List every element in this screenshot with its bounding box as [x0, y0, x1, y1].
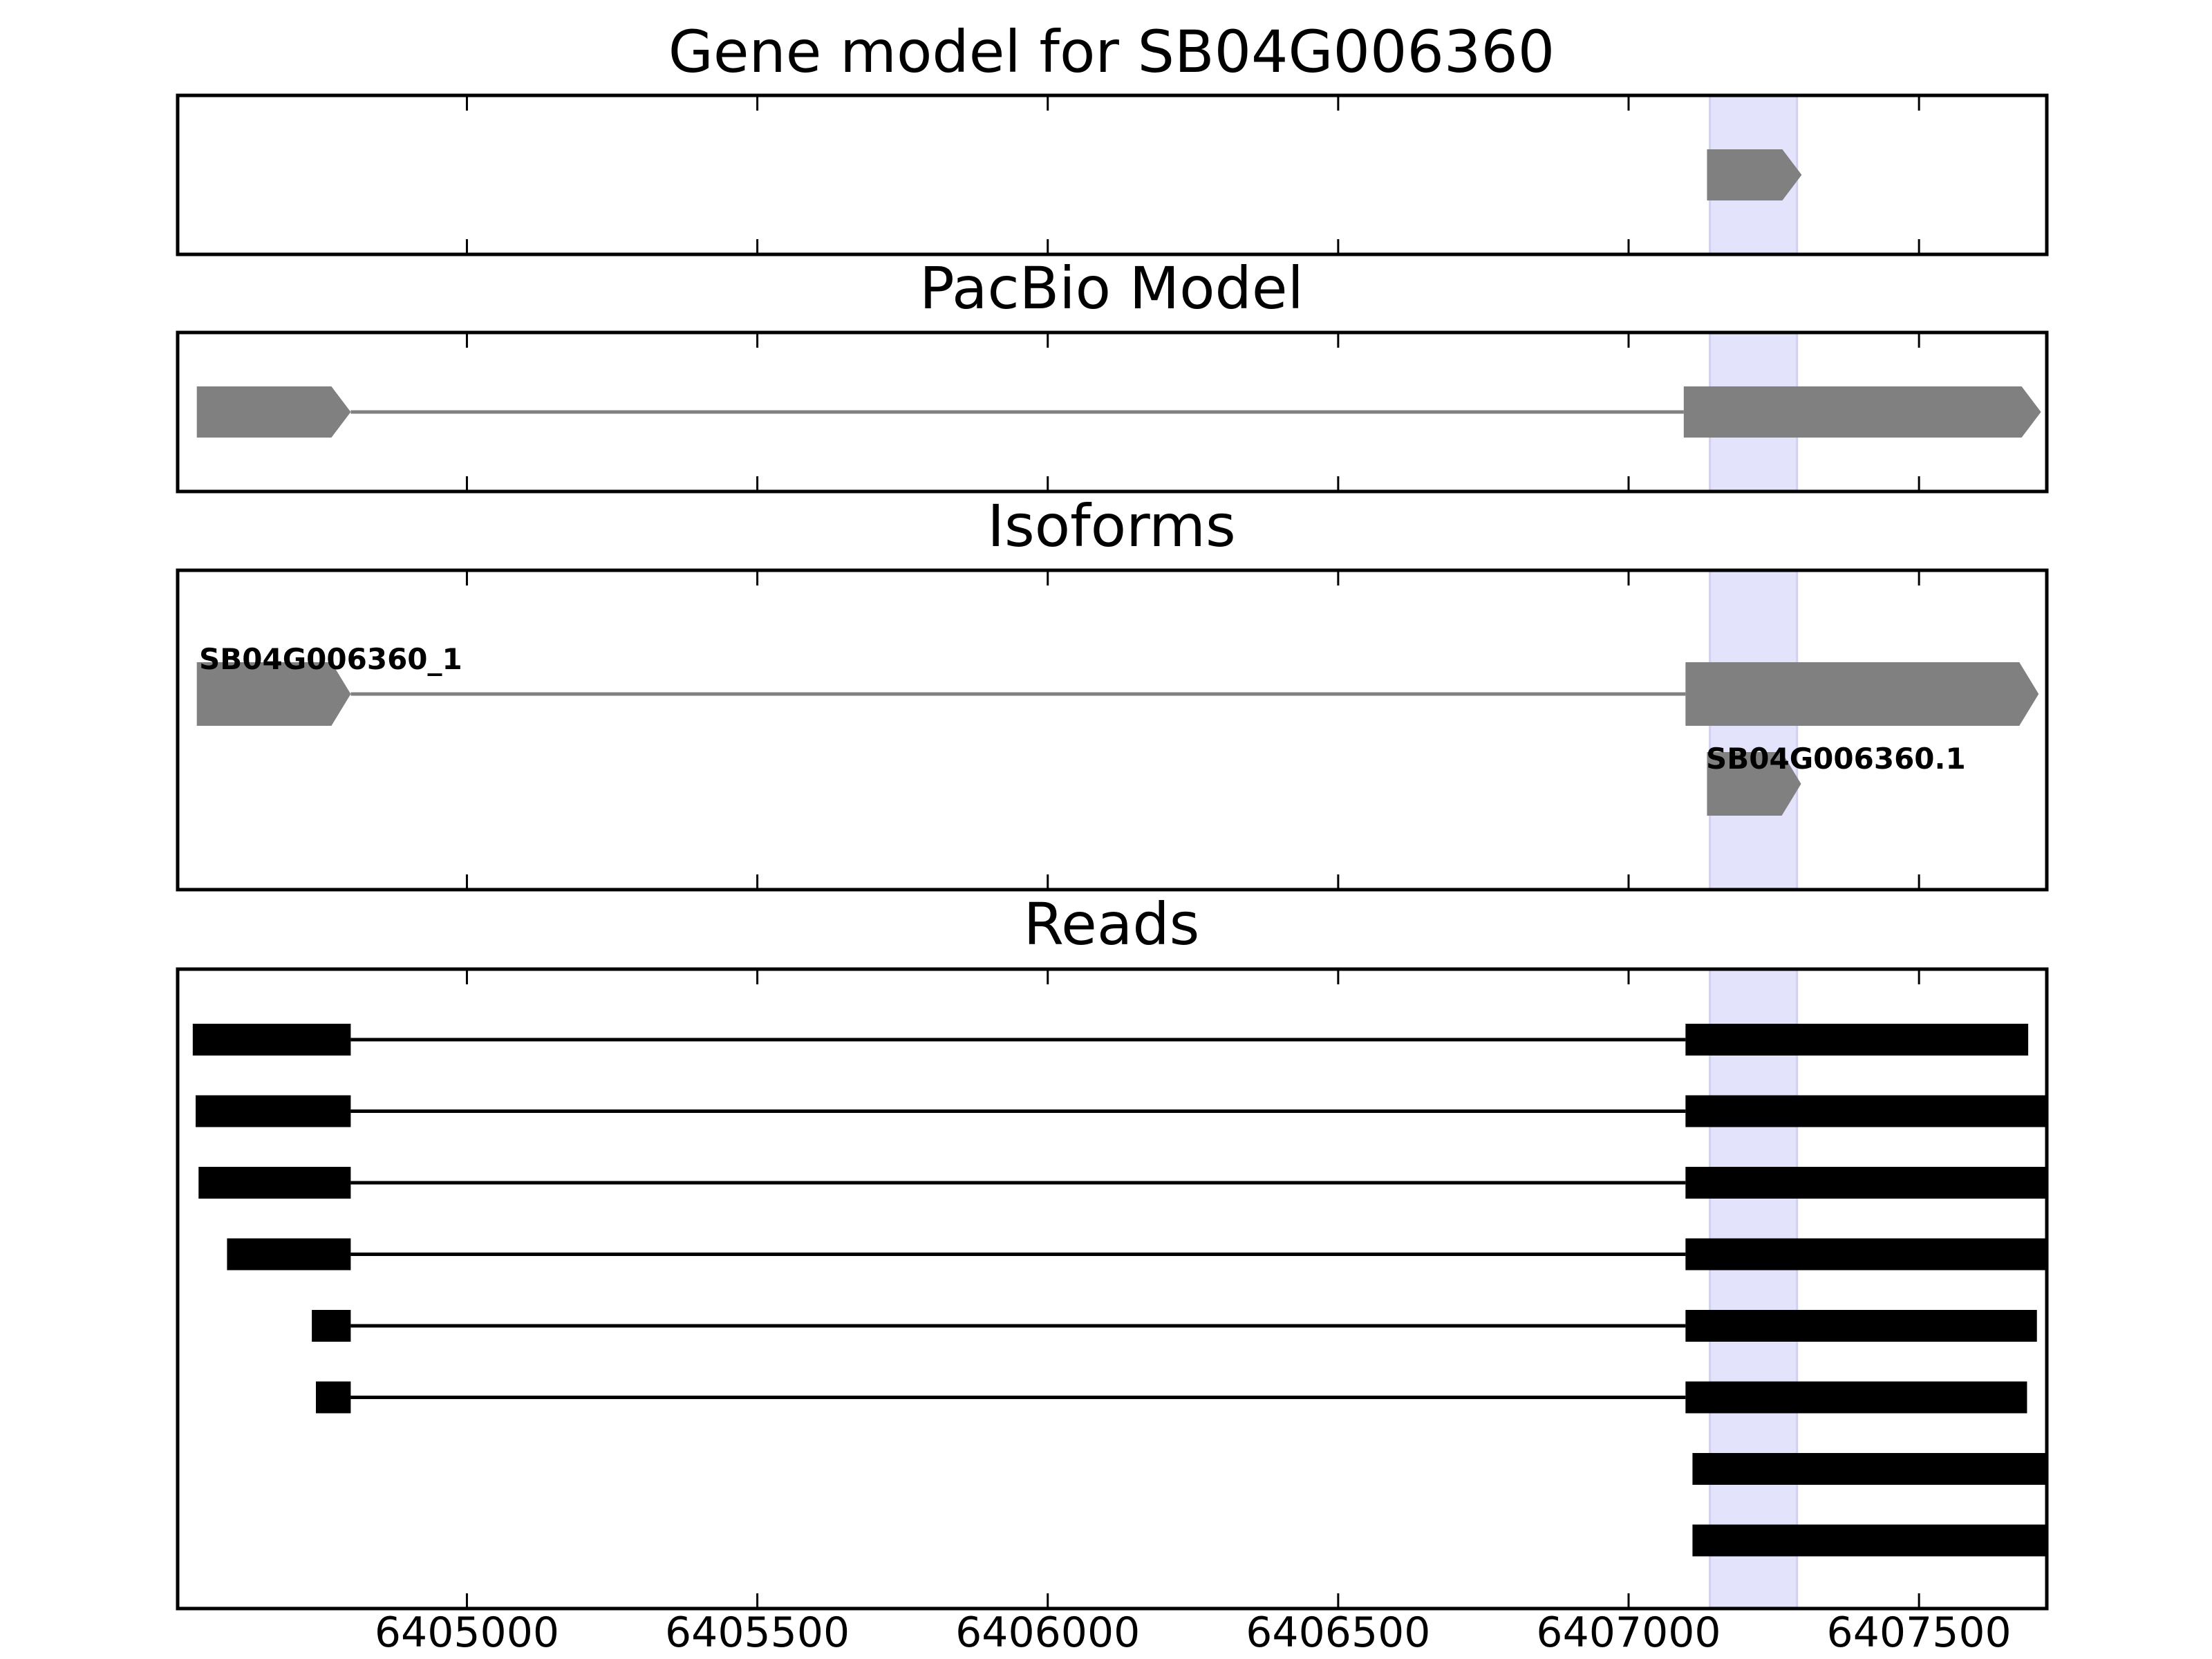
- reads-features: [192, 1024, 2047, 1557]
- read-exon: [1685, 1095, 2047, 1127]
- pacbio-model-title: PacBio Model: [919, 254, 1304, 322]
- reads-panel: Reads: [176, 890, 2049, 1611]
- isoforms-panel: Isoforms SB04G006360_1 SB04G006360.1: [176, 492, 2049, 892]
- gene-model-features: [1707, 149, 1802, 200]
- x-tick-label: 6406500: [1246, 1609, 1430, 1657]
- pacbio-model-features: [196, 386, 2041, 438]
- x-tick-label: 6407000: [1536, 1609, 1721, 1657]
- isoform-label-2: SB04G006360.1: [1706, 742, 1966, 776]
- read-exon: [312, 1310, 351, 1342]
- read-exon: [198, 1167, 351, 1199]
- gene-model-exon: [1707, 149, 1802, 200]
- gene-model-frame: [176, 93, 2049, 256]
- isoform-2-exon: [1707, 752, 1801, 816]
- read-exon: [1685, 1381, 2027, 1414]
- read-exon: [1685, 1024, 2029, 1056]
- x-axis-tick-labels: 6405000 6405500 6406000 6406500 6407000 64075…: [375, 1609, 2012, 1657]
- read-exon: [192, 1024, 351, 1056]
- isoforms-highlight: [1709, 569, 1799, 891]
- read-exon: [1685, 1238, 2047, 1271]
- isoforms-title: Isoforms: [987, 492, 1236, 560]
- isoforms-frame: [176, 568, 2049, 892]
- pacbio-model-exon: [196, 386, 351, 438]
- gene-model-ticks: [465, 95, 1920, 254]
- isoform-1-exon: [196, 662, 351, 726]
- reads-highlight: [1709, 968, 1799, 1610]
- gene-model-title: Gene model for SB04G006360: [668, 18, 1555, 86]
- pacbio-model-frame: [176, 330, 2049, 494]
- gene-model-panel: Gene model for SB04G006360: [176, 18, 2049, 256]
- pacbio-model-ticks: [465, 332, 1920, 491]
- read-exon: [1685, 1167, 2047, 1199]
- reads-ticks: [465, 969, 1920, 1609]
- read-exon: [1692, 1524, 2047, 1557]
- pacbio-model-exon: [1683, 386, 2041, 438]
- read-exon: [196, 1095, 351, 1127]
- x-tick-label: 6405500: [665, 1609, 850, 1657]
- x-tick-label: 6405000: [375, 1609, 559, 1657]
- isoforms-ticks: [465, 570, 1920, 890]
- isoforms-features: [196, 662, 2039, 816]
- reads-title: Reads: [1024, 890, 1200, 958]
- isoform-1-exon: [1685, 662, 2039, 726]
- read-exon: [1685, 1310, 2037, 1342]
- isoform-label-1: SB04G006360_1: [199, 642, 462, 676]
- read-exon: [227, 1238, 351, 1271]
- read-exon: [1692, 1453, 2047, 1485]
- x-tick-label: 6407500: [1827, 1609, 2012, 1657]
- x-tick-label: 6406000: [955, 1609, 1140, 1657]
- reads-frame: [176, 967, 2049, 1611]
- pacbio-model-panel: PacBio Model: [176, 254, 2049, 494]
- read-exon: [315, 1381, 351, 1414]
